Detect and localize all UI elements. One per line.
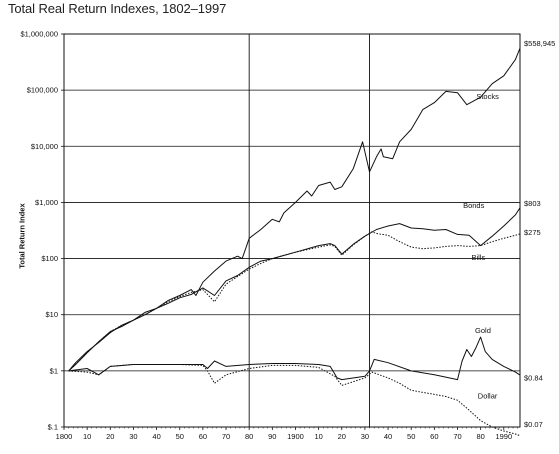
- x-tick-label: 90: [268, 432, 276, 441]
- series-line-dollar: [68, 364, 521, 437]
- series-name-gold: Gold: [475, 326, 491, 335]
- plot-frame: [63, 33, 521, 428]
- x-tick-label: 40: [384, 432, 392, 441]
- series-end-value-stocks: $558,945: [524, 39, 555, 48]
- x-tick-label: 80: [245, 432, 253, 441]
- grid-lines: [64, 33, 520, 428]
- series-name-stocks: Stocks: [476, 92, 499, 101]
- series-name-bills: Bills: [471, 253, 485, 262]
- series-line-bonds: [68, 207, 521, 372]
- series-end-value-dollar: $0.07: [524, 420, 543, 429]
- x-tick-label: 40: [152, 432, 160, 441]
- x-tick-label: 20: [106, 432, 114, 441]
- x-tick-label: 60: [199, 432, 207, 441]
- x-axis-ticks: 1800 10 20 30 40 50 60 70 80 90 1900 10 20 30 40 50 60 70…: [56, 427, 518, 441]
- y-tick-label: $.1: [48, 423, 58, 432]
- x-tick-label: 80: [476, 432, 484, 441]
- x-tick-label: 50: [176, 432, 184, 441]
- series-name-dollar: Dollar: [478, 392, 498, 401]
- y-tick-label: $1,000,000: [20, 30, 58, 39]
- x-tick-label: 1900: [287, 432, 304, 441]
- y-tick-label: $1: [50, 366, 58, 375]
- x-tick-label: 70: [222, 432, 230, 441]
- series-name-bonds: Bonds: [463, 201, 485, 210]
- series-end-value-bonds: $803: [524, 199, 541, 208]
- x-tick-label: 30: [361, 432, 369, 441]
- y-tick-label: $100: [41, 254, 58, 263]
- series-labels: Stocks $558,945 Bonds $803 Bills $275 Gold $0.8…: [463, 39, 555, 429]
- chart-title: Total Real Return Indexes, 1802–1997: [8, 1, 227, 16]
- series-line-gold: [68, 336, 521, 381]
- series-lines: [68, 48, 521, 437]
- y-axis-ticks: $1,000,000 $100,000 $10,000 $1,000 $100 $10 $1…: [20, 30, 64, 432]
- x-tick-label: 1800: [56, 432, 73, 441]
- x-tick-label: 70: [453, 432, 461, 441]
- series-line-bills: [68, 231, 521, 372]
- x-tick-label: 10: [314, 432, 322, 441]
- y-tick-label: $10,000: [31, 142, 58, 151]
- x-tick-label: 30: [129, 432, 137, 441]
- y-tick-label: $10: [45, 310, 58, 319]
- x-tick-label: 1990: [495, 432, 512, 441]
- series-end-value-gold: $0.84: [524, 373, 543, 382]
- x-tick-label: 10: [83, 432, 91, 441]
- series-line-stocks: [68, 48, 521, 372]
- y-tick-label: $100,000: [27, 86, 58, 95]
- x-tick-label: 20: [338, 432, 346, 441]
- x-tick-label: 50: [407, 432, 415, 441]
- y-tick-label: $1,000: [35, 198, 58, 207]
- series-end-value-bills: $275: [524, 228, 541, 237]
- x-tick-label: 60: [430, 432, 438, 441]
